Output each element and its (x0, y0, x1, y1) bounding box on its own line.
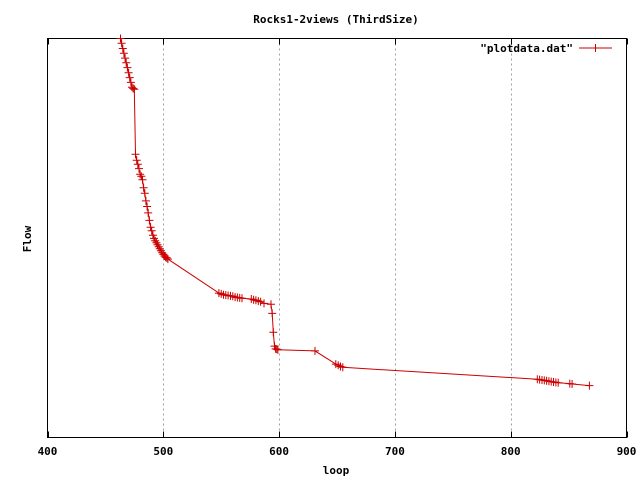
data-point-24 (144, 208, 153, 217)
y-axis-label: Flow (21, 225, 34, 252)
data-point-40 (162, 253, 171, 262)
x-axis: 400 500 600 700 800 900 (38, 38, 637, 458)
x-tick-label-700: 700 (385, 445, 405, 458)
x-axis-label: loop (323, 464, 350, 477)
data-point-2 (118, 44, 127, 53)
data-point-20 (139, 183, 148, 192)
data-point-28 (148, 231, 157, 240)
data-point-26 (146, 223, 155, 232)
data-point-80 (554, 378, 563, 387)
data-point-8 (125, 73, 134, 82)
data-point-27 (147, 226, 156, 235)
data-point-23 (143, 202, 152, 211)
data-point-17 (136, 170, 145, 179)
data-point-12 (130, 85, 139, 94)
legend-marker (591, 44, 600, 52)
data-point-11 (129, 84, 138, 93)
x-tick-label-400: 400 (38, 445, 58, 458)
data-point-19 (138, 175, 147, 184)
data-point-66 (311, 346, 319, 355)
x-tick-label-600: 600 (269, 445, 289, 458)
x-tick-label-500: 500 (153, 445, 173, 458)
data-point-6 (123, 63, 132, 72)
chart-title: Rocks1-2views (ThirdSize) (253, 13, 419, 26)
data-point-70 (338, 363, 347, 372)
data-point-82 (568, 380, 577, 388)
legend-label: "plotdata.dat" (480, 42, 573, 55)
data-point-25 (145, 216, 154, 225)
grid (163, 38, 512, 438)
data-point-60 (268, 309, 277, 318)
data-point-41 (163, 255, 172, 264)
data-point-18 (137, 172, 146, 181)
data-point-16 (135, 164, 143, 173)
data-point-22 (141, 196, 150, 205)
data-point-58 (260, 299, 268, 308)
data-point-13 (131, 150, 140, 159)
plot-frame (47, 38, 627, 438)
data-point-65 (273, 345, 282, 354)
legend: "plotdata.dat" (480, 42, 612, 55)
series-group (116, 34, 594, 390)
data-point-59 (267, 300, 275, 309)
data-point-5 (122, 58, 131, 67)
data-point-7 (124, 68, 133, 77)
x-tick-label-900: 900 (617, 445, 637, 458)
data-point-4 (121, 54, 130, 63)
data-point-14 (132, 156, 141, 165)
data-point-83 (585, 381, 594, 390)
data-point-57 (256, 297, 265, 306)
data-point-15 (133, 160, 142, 169)
data-point-21 (140, 189, 149, 198)
data-point-0 (116, 34, 125, 43)
data-point-9 (126, 78, 135, 87)
data-point-3 (119, 49, 128, 58)
data-point-1 (117, 39, 126, 48)
x-tick-label-800: 800 (501, 445, 521, 458)
data-point-52 (238, 294, 246, 303)
data-point-61 (269, 328, 278, 337)
